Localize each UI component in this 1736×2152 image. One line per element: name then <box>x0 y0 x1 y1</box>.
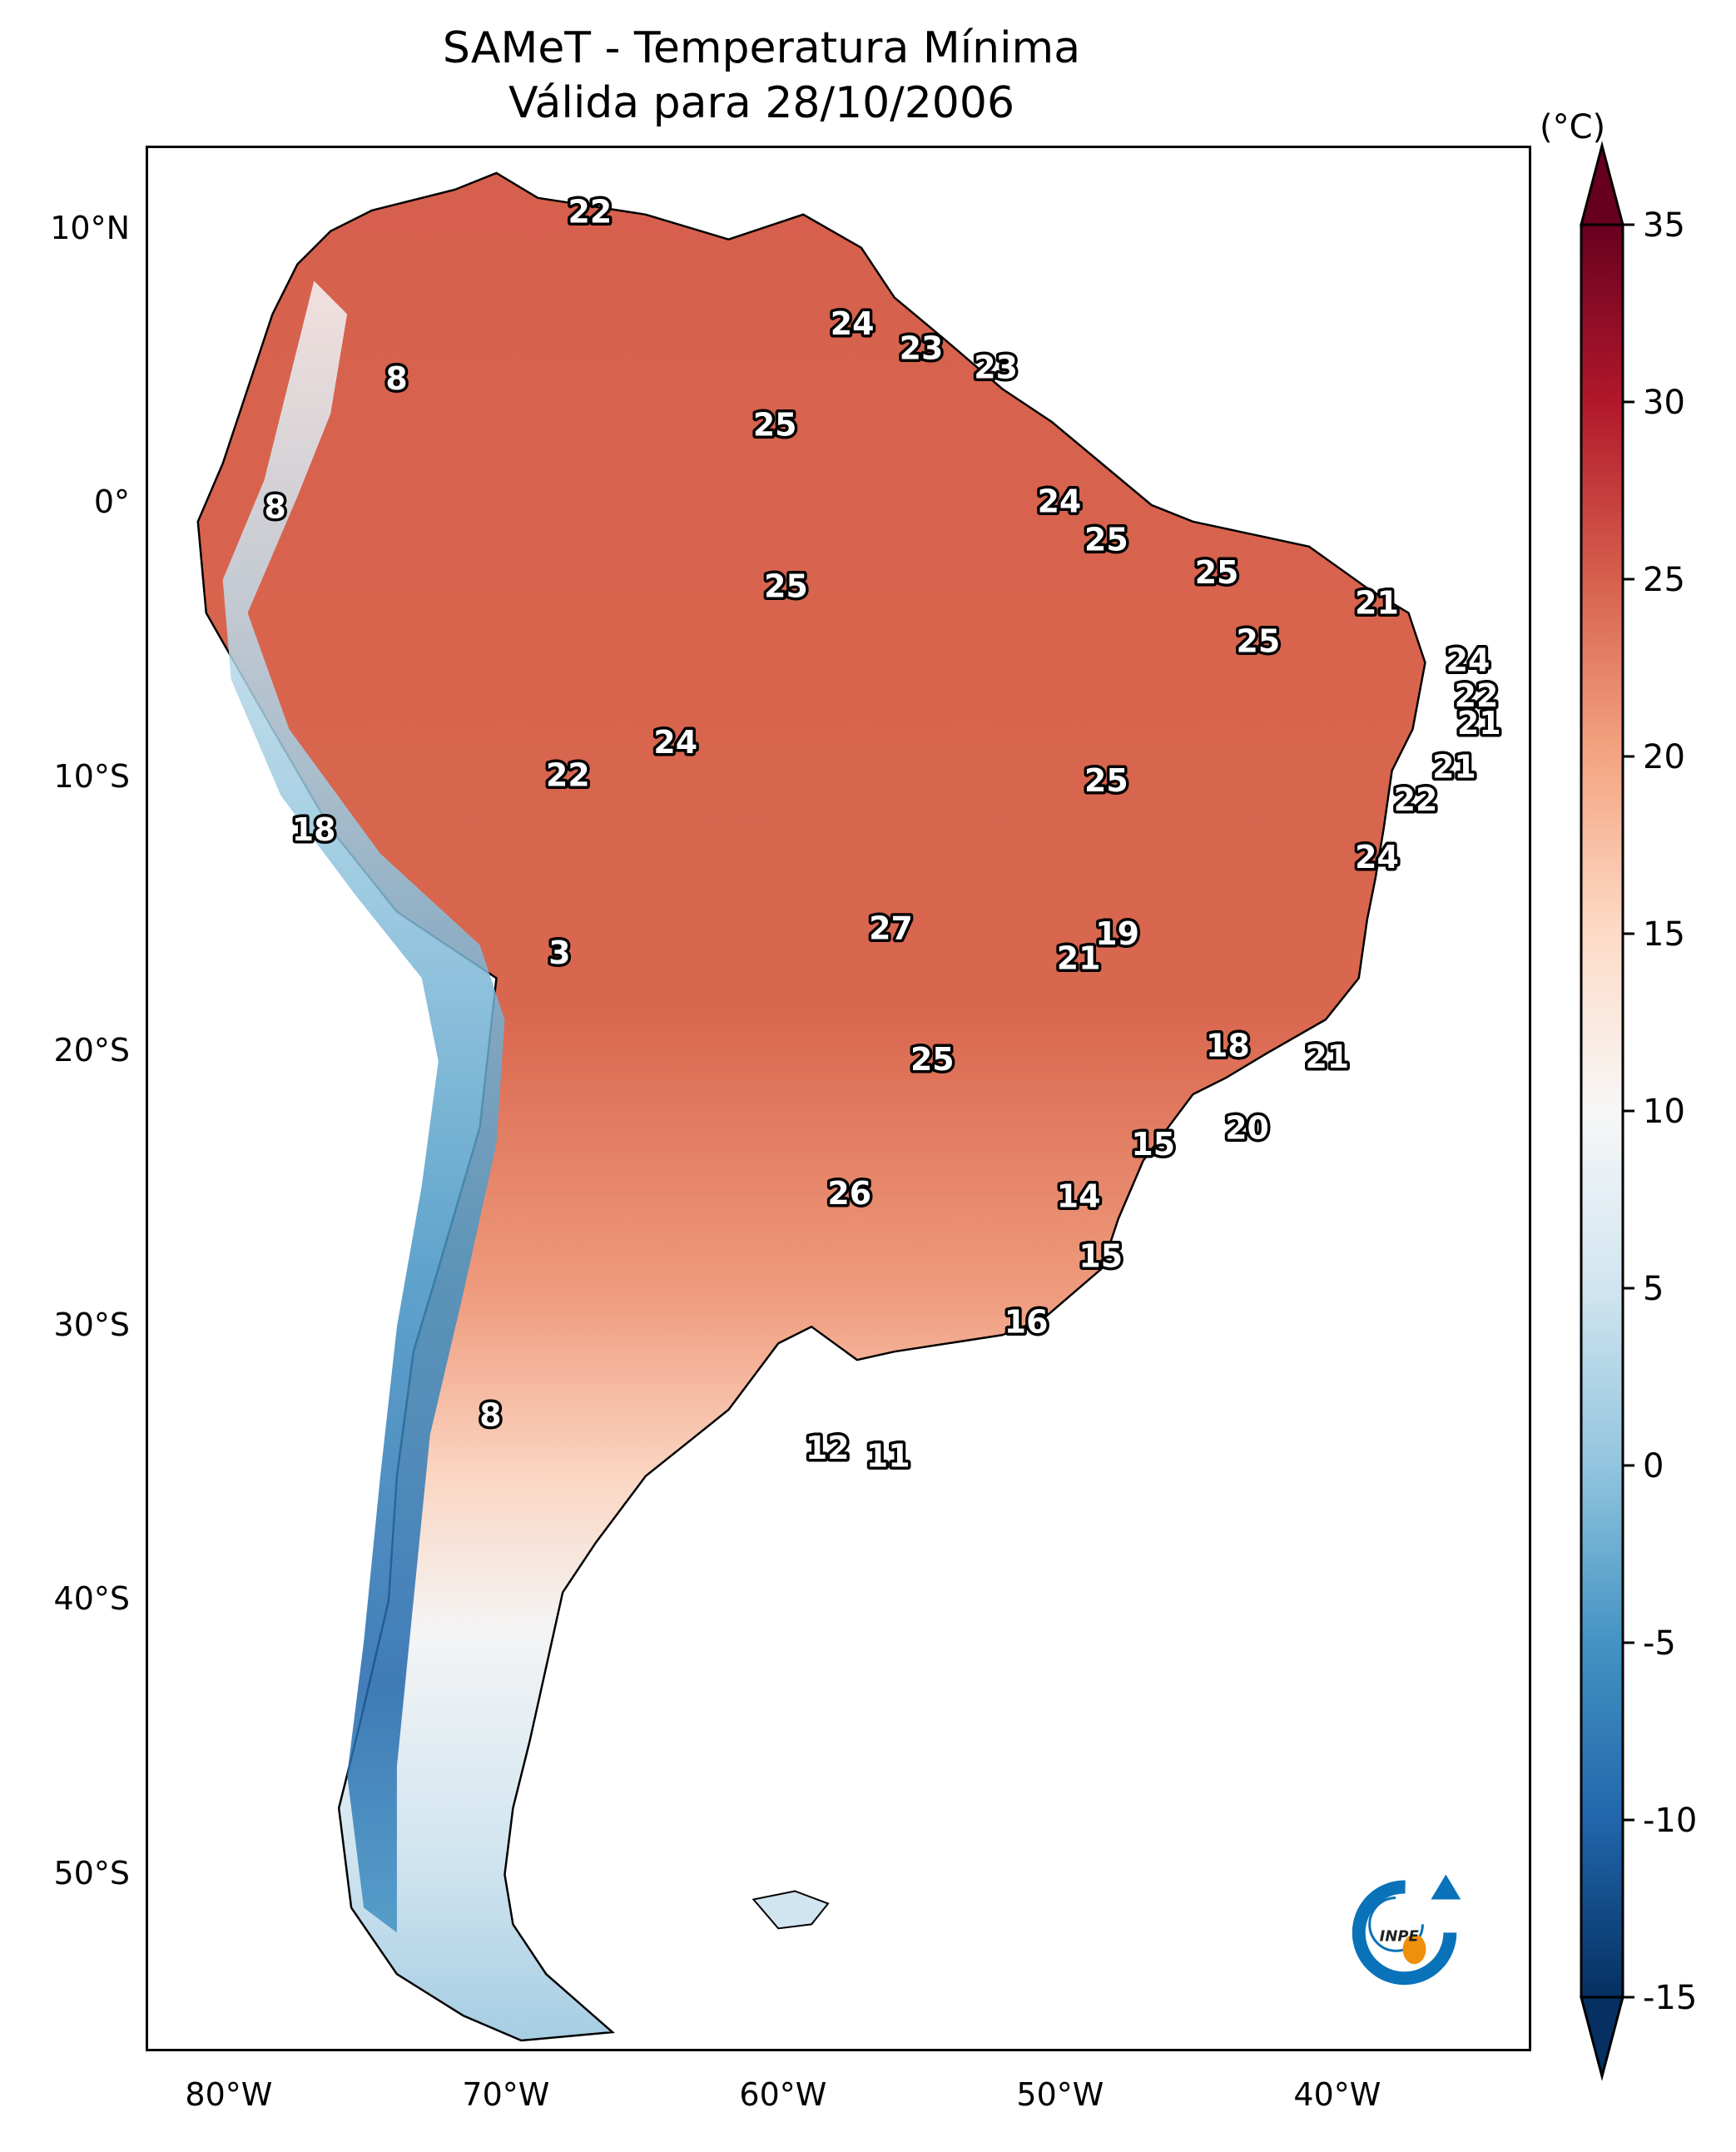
lat-tick-label: 0° <box>93 483 130 521</box>
colorbar-tick-label: 15 <box>1643 915 1685 954</box>
lat-tick-label: 10°N <box>50 209 130 246</box>
temperature-label: 16 <box>1004 1304 1049 1341</box>
temperature-label: 27 <box>869 910 913 946</box>
temperature-label: 18 <box>292 811 336 848</box>
temperature-label: 24 <box>1038 483 1082 520</box>
inpe-logo-arrow-icon <box>1431 1874 1461 1900</box>
lon-tick-label: 50°W <box>1016 2076 1104 2113</box>
colorbar-tick-label: 30 <box>1643 384 1685 422</box>
temperature-label: 24 <box>1355 839 1399 875</box>
temperature-label: 22 <box>1394 781 1438 818</box>
temperature-label: 8 <box>479 1396 501 1433</box>
temperature-label: 21 <box>1432 748 1476 785</box>
inpe-logo-ring-icon <box>1352 1880 1457 1986</box>
temperature-label: 23 <box>900 330 944 367</box>
temperature-label: 20 <box>1225 1109 1269 1146</box>
map-title: SAMeT - Temperatura Mínima <box>442 23 1081 73</box>
inpe-logo-text: INPE <box>1380 1927 1420 1945</box>
colorbar-tick-label: 25 <box>1643 561 1685 599</box>
temperature-label: 22 <box>546 756 590 793</box>
temperature-label: 25 <box>753 407 797 444</box>
andes-cold-band <box>222 280 505 1933</box>
temperature-label: 22 <box>568 193 613 230</box>
temperature-label: 14 <box>1057 1178 1101 1214</box>
colorbar-tick-label: -5 <box>1643 1624 1676 1663</box>
temperature-label: 8 <box>385 360 407 397</box>
temperature-label: 25 <box>1195 554 1239 591</box>
temperature-label: 12 <box>806 1430 850 1466</box>
lon-tick-label: 70°W <box>462 2076 550 2113</box>
map-subtitle-date: Válida para 28/10/2006 <box>508 78 1015 128</box>
temperature-label: 21 <box>1457 705 1501 741</box>
temperature-label: 21 <box>1057 940 1101 977</box>
colorbar-unit-label: (°C) <box>1540 108 1606 146</box>
lat-tick-label: 10°S <box>53 757 130 795</box>
temperature-label: 25 <box>1084 762 1128 799</box>
temperature-label: 22 <box>1455 677 1499 714</box>
temperature-label: 24 <box>653 724 697 761</box>
temperature-label: 21 <box>1355 584 1399 621</box>
colorbar-tick-label: -10 <box>1643 1802 1697 1840</box>
lat-tick-label: 40°S <box>53 1580 130 1618</box>
temperature-label: 3 <box>548 935 570 971</box>
temperature-label: 26 <box>827 1175 871 1212</box>
temperature-label: 21 <box>1305 1039 1349 1075</box>
colorbar-extend-max <box>1580 141 1624 226</box>
temperature-label: 23 <box>974 350 1018 386</box>
temperature-label: 25 <box>1236 622 1280 659</box>
temperature-label: 11 <box>866 1438 910 1475</box>
colorbar-tick-label: 35 <box>1643 206 1685 245</box>
lon-tick-label: 80°W <box>185 2076 273 2113</box>
temperature-label: 18 <box>1206 1028 1250 1064</box>
inpe-logo: INPE <box>1352 1874 1461 1986</box>
temperature-label: 8 <box>264 488 285 525</box>
colorbar: 35 30 25 20 15 10 5 0 -5 -10 -15 <box>1580 141 1697 2081</box>
temperature-label: 25 <box>764 568 808 605</box>
lat-tick-label: 50°S <box>53 1854 130 1892</box>
inpe-logo-inner-ring-icon <box>1368 1896 1424 1952</box>
map-panel: 22 8 8 24 23 23 25 24 25 25 25 25 21 24 22 21 21 22 24 24 22… <box>146 146 1531 2051</box>
colorbar-body <box>1580 223 1624 1999</box>
temperature-label: 19 <box>1095 915 1139 952</box>
lon-tick-label: 40°W <box>1293 2076 1381 2113</box>
temperature-label: 25 <box>910 1041 955 1078</box>
lat-tick-label: 30°S <box>53 1306 130 1343</box>
colorbar-tick-label: 0 <box>1643 1447 1664 1485</box>
colorbar-tick-label: 20 <box>1643 738 1685 776</box>
colorbar-extend-min <box>1580 1996 1624 2081</box>
temperature-label: 15 <box>1079 1238 1123 1275</box>
temperature-label: 25 <box>1084 522 1128 558</box>
lon-tick-label: 60°W <box>739 2076 827 2113</box>
lat-tick-label: 20°S <box>53 1032 130 1069</box>
colorbar-tick-label: 5 <box>1643 1270 1664 1308</box>
inpe-logo-dot-icon <box>1402 1934 1426 1965</box>
falkland-islands <box>751 1890 830 1930</box>
temperature-label: 24 <box>1446 642 1490 678</box>
colorbar-tick-label: -15 <box>1643 1979 1697 2017</box>
colorbar-tick-label: 10 <box>1643 1093 1685 1131</box>
temperature-label: 15 <box>1131 1126 1175 1163</box>
temperature-label: 24 <box>831 305 875 342</box>
